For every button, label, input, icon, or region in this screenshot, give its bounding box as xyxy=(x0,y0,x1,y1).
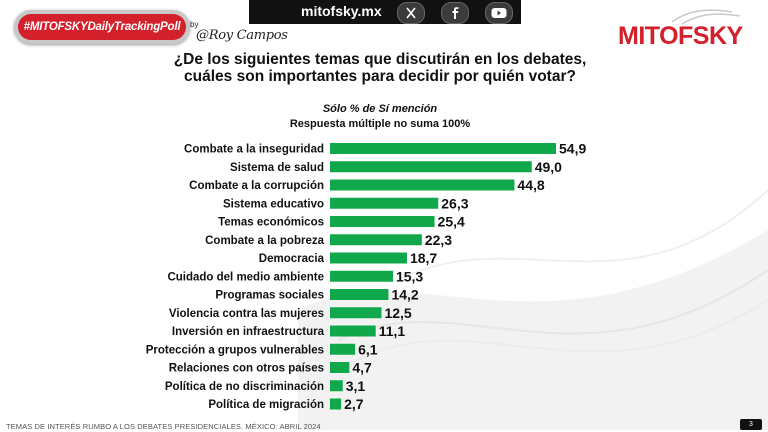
tracking-poll-badge: #MITOFSKYDailyTrackingPoll xyxy=(14,10,190,44)
category-label: Combate a la corrupción xyxy=(189,180,324,192)
bar xyxy=(330,398,342,410)
bar-chart: Combate a la inseguridad 54,9 Sistema de s… xyxy=(146,141,587,413)
category-label: Democracia xyxy=(259,253,325,265)
value-label: 49,0 xyxy=(535,159,562,175)
value-label: 12,5 xyxy=(384,305,411,321)
bar xyxy=(330,161,532,173)
value-label: 18,7 xyxy=(410,250,437,266)
bar xyxy=(330,270,393,282)
category-label: Cuidado del medio ambiente xyxy=(167,271,324,283)
category-label: Sistema educativo xyxy=(223,198,324,210)
category-label: Sistema de salud xyxy=(230,162,324,174)
site-link[interactable]: mitofsky.mx xyxy=(301,3,382,19)
category-label: Relaciones con otros países xyxy=(169,363,324,375)
value-label: 44,8 xyxy=(517,177,544,193)
value-label: 4,7 xyxy=(352,360,372,376)
value-label: 22,3 xyxy=(425,232,452,248)
bar xyxy=(330,179,515,191)
category-label: Política de no discriminación xyxy=(165,381,324,393)
category-label: Programas sociales xyxy=(215,290,324,302)
bar xyxy=(330,216,435,227)
brand-logo: MITOFSKY xyxy=(618,22,743,50)
bar xyxy=(330,197,439,209)
bar xyxy=(330,252,407,264)
bar xyxy=(330,307,382,319)
value-label: 2,7 xyxy=(344,396,364,412)
youtube-icon[interactable] xyxy=(485,2,513,24)
value-label: 6,1 xyxy=(358,341,378,357)
bar xyxy=(330,343,356,355)
footer-caption: TEMAS DE INTERÉS RUMBO A LOS DEBATES PRE… xyxy=(6,422,321,431)
bar xyxy=(330,234,422,246)
page-number: 3 xyxy=(740,419,762,430)
author-signature: @Roy Campos xyxy=(196,28,288,43)
bar xyxy=(330,362,350,373)
value-label: 26,3 xyxy=(441,195,468,211)
category-label: Combate a la pobreza xyxy=(205,235,324,247)
chart-subtitle: Sólo % de Sí mención xyxy=(322,103,438,115)
value-label: 14,2 xyxy=(391,287,418,303)
chart-note: Respuesta múltiple no suma 100% xyxy=(289,118,471,130)
category-label: Política de migración xyxy=(208,399,324,411)
brand-swoosh-icon xyxy=(671,9,741,25)
facebook-icon[interactable] xyxy=(441,2,469,24)
category-label: Inversión en infraestructura xyxy=(172,326,325,338)
category-label: Protección a grupos vulnerables xyxy=(146,344,324,356)
chart-title: ¿De los siguientes temas que discutirán … xyxy=(173,51,587,85)
bar xyxy=(330,289,389,300)
value-label: 25,4 xyxy=(438,214,465,230)
background-wave-decoration xyxy=(298,189,768,430)
category-label: Combate a la inseguridad xyxy=(184,144,324,156)
x-icon[interactable] xyxy=(397,2,425,24)
bar xyxy=(330,143,556,154)
tracking-poll-label: #MITOFSKYDailyTrackingPoll xyxy=(18,14,186,40)
bar xyxy=(330,325,376,337)
category-label: Temas económicos xyxy=(218,217,324,229)
bar xyxy=(330,380,343,392)
category-label: Violencia contra las mujeres xyxy=(169,308,324,320)
value-label: 15,3 xyxy=(396,268,423,284)
value-label: 3,1 xyxy=(346,378,366,394)
value-label: 11,1 xyxy=(379,323,406,339)
value-label: 54,9 xyxy=(559,141,586,157)
social-top-bar: mitofsky.mx xyxy=(249,0,521,24)
byline-by: by xyxy=(190,20,199,29)
